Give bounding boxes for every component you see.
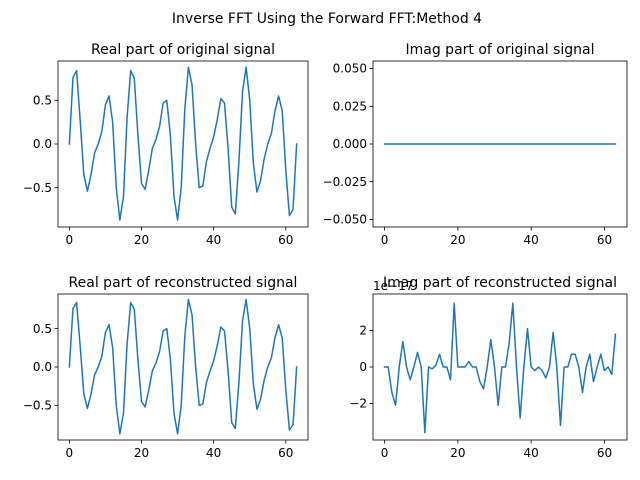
x-tick-label: 0 (66, 233, 74, 247)
x-tick-label: 40 (524, 233, 539, 247)
y-tick-label: 0.025 (333, 99, 367, 113)
x-tick-label: 0 (66, 446, 74, 460)
y-offset-label: 1e−17 (373, 279, 413, 293)
x-tick-label: 60 (278, 446, 293, 460)
y-tick-label: 0 (359, 360, 367, 374)
axes-title: Real part of original signal (91, 42, 275, 58)
x-tick-label: 40 (206, 233, 221, 247)
x-tick-label: 20 (450, 233, 465, 247)
y-tick-label: 2 (359, 324, 367, 338)
y-tick-label: −0.025 (323, 175, 367, 189)
x-tick-label: 20 (450, 446, 465, 460)
panel-imag-original: Imag part of original signal 0 20 40 60 −0.05… (323, 42, 628, 247)
axes-title: Imag part of original signal (406, 42, 595, 58)
axes-title: Imag part of reconstructed signal (383, 275, 617, 291)
series-line (68, 66, 298, 221)
x-tick-label: 40 (524, 446, 539, 460)
x-tick-label: 60 (278, 233, 293, 247)
x-tick-label: 0 (381, 446, 389, 460)
series-line (68, 298, 298, 435)
axes-frame (372, 293, 628, 441)
panel-real-reconstructed: Real part of reconstructed signal 0 20 40 60… (23, 275, 309, 460)
y-tick-label: −0.5 (23, 399, 52, 413)
x-tick-label: 60 (597, 446, 612, 460)
y-tick-label: 0.5 (33, 94, 52, 108)
y-tick-label: 0.000 (333, 137, 367, 151)
y-tick-label: −0.5 (23, 181, 52, 195)
y-tick-label: 0.0 (33, 137, 52, 151)
y-tick-label: 0.0 (33, 360, 52, 374)
x-tick-label: 60 (597, 233, 612, 247)
x-tick-label: 20 (134, 233, 149, 247)
figure-suptitle: Inverse FFT Using the Forward FFT:Method… (172, 11, 482, 27)
series-line (383, 302, 617, 434)
y-tick-label: −0.050 (323, 213, 367, 227)
x-tick-label: 0 (381, 233, 389, 247)
y-tick-label: −2 (349, 397, 367, 411)
x-tick-label: 40 (206, 446, 221, 460)
axes-title: Real part of reconstructed signal (69, 275, 298, 291)
y-tick-label: 0.5 (33, 322, 52, 336)
panel-real-original: Real part of original signal 0 20 40 60 −0.5 0… (23, 42, 309, 247)
x-tick-label: 20 (134, 446, 149, 460)
y-tick-label: 0.050 (333, 62, 367, 76)
